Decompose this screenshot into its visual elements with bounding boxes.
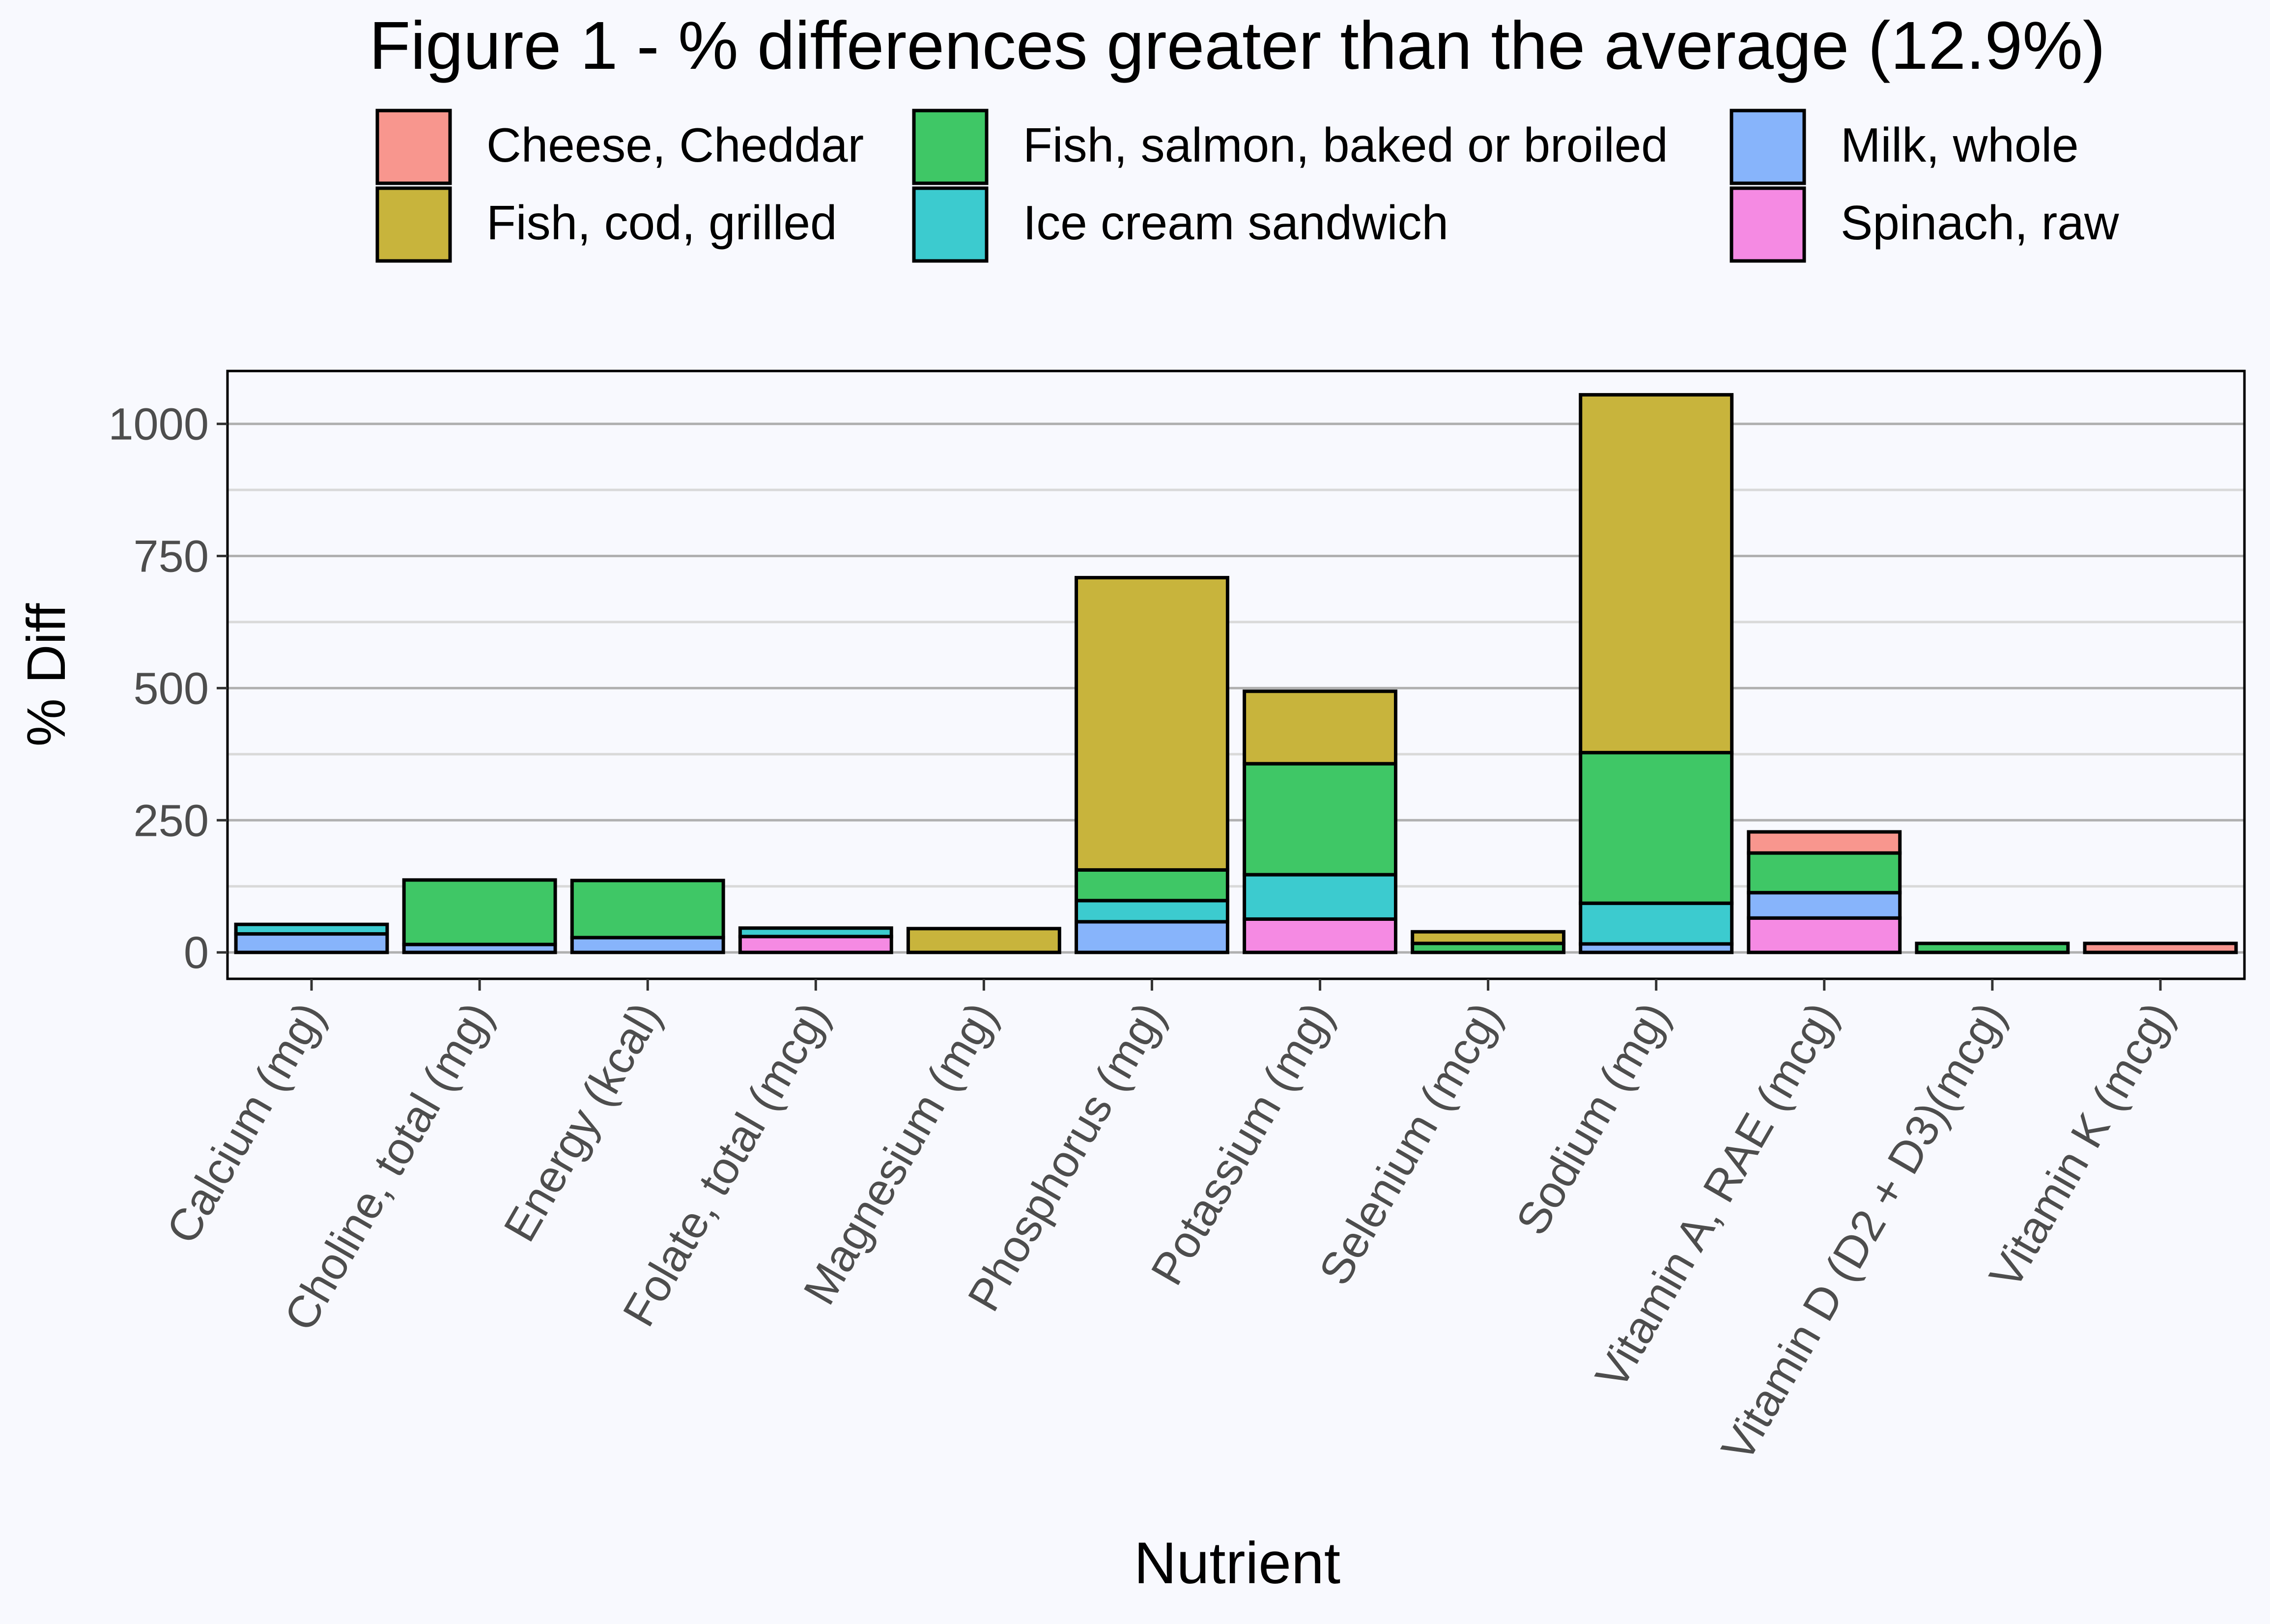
bar-segment-potassium-mg-fish-salmon-baked-or-broiled xyxy=(1243,762,1397,877)
bar-segment-vitamin-d-d2-d3-mcg-fish-salmon-baked-or-broiled xyxy=(1915,941,2070,954)
legend-label: Spinach, raw xyxy=(1841,196,2120,250)
bar-segment-energy-kcal-milk-whole xyxy=(570,936,725,954)
legend-label: Fish, salmon, baked or broiled xyxy=(1023,118,1668,172)
bar-segment-phosphorus-mg-fish-cod-grilled xyxy=(1075,576,1229,872)
bar-segment-sodium-mg-fish-salmon-baked-or-broiled xyxy=(1579,751,1734,905)
bar-stack-folate-total-mcg xyxy=(738,926,893,954)
x-axis: Calcium (mg)Choline, total (mg)Energy (k… xyxy=(157,979,2184,1470)
bar-segment-folate-total-mcg-ice-cream-sandwich xyxy=(738,926,893,939)
y-axis: 0 250 500 750 1000 xyxy=(108,399,227,978)
y-tick-label: 1000 xyxy=(108,399,209,450)
bar-segment-vitamin-a-rae-mcg-fish-salmon-baked-or-broiled xyxy=(1747,851,1902,895)
legend-swatch xyxy=(912,186,989,263)
x-tick-label-energy-kcal: Energy (kcal) xyxy=(494,994,671,1250)
bar-segment-vitamin-a-rae-mcg-cheese-cheddar xyxy=(1747,830,1902,855)
legend-swatch xyxy=(1730,109,1806,185)
y-tick-label: 250 xyxy=(134,796,209,846)
y-axis-label: % Diff xyxy=(16,603,77,746)
x-axis-label: Nutrient xyxy=(1134,1530,1340,1596)
x-tick-label-selenium-mcg: Selenium (mcg) xyxy=(1310,994,1511,1293)
y-tick-label: 0 xyxy=(184,928,209,978)
legend-item-fish-cod-grilled: Fish, cod, grilled xyxy=(375,186,837,263)
bar-segment-choline-total-mg-fish-salmon-baked-or-broiled xyxy=(402,878,557,946)
bar-stack-magnesium-mg xyxy=(906,927,1061,954)
legend-swatch xyxy=(375,186,452,263)
bar-segment-folate-total-mcg-spinach-raw xyxy=(738,935,893,954)
legend-swatch xyxy=(375,109,452,185)
legend-label: Milk, whole xyxy=(1841,118,2079,172)
bar-stack-calcium-mg xyxy=(234,922,389,954)
bar-stack-vitamin-d-d2-d3-mcg xyxy=(1915,941,2070,954)
legend-item-ice-cream-sandwich: Ice cream sandwich xyxy=(912,186,1448,263)
bar-stack-vitamin-a-rae-mcg xyxy=(1747,830,1902,954)
chart-title: Figure 1 - % differences greater than th… xyxy=(369,8,2105,84)
legend-item-spinach-raw: Spinach, raw xyxy=(1730,186,2120,263)
bar-stack-sodium-mg xyxy=(1579,393,1734,954)
legend-label: Fish, cod, grilled xyxy=(486,196,837,250)
bar-stack-selenium-mcg xyxy=(1411,930,1566,954)
bar-segment-calcium-mg-ice-cream-sandwich xyxy=(234,922,389,936)
bar-segment-sodium-mg-ice-cream-sandwich xyxy=(1579,901,1734,946)
legend-label: Cheese, Cheddar xyxy=(486,118,864,172)
bar-segment-magnesium-mg-fish-cod-grilled xyxy=(906,927,1061,954)
bar-segment-phosphorus-mg-ice-cream-sandwich xyxy=(1075,899,1229,924)
bars xyxy=(234,393,2238,954)
bar-stack-phosphorus-mg xyxy=(1075,576,1229,954)
x-tick-label-potassium-mg: Potassium (mg) xyxy=(1141,994,1343,1293)
bar-segment-calcium-mg-milk-whole xyxy=(234,932,389,954)
x-tick-label-calcium-mg: Calcium (mg) xyxy=(157,994,335,1252)
bar-segment-phosphorus-mg-milk-whole xyxy=(1075,920,1229,954)
x-tick-label-vitamin-k-mcg: Vitamin K (mcg) xyxy=(1980,994,2184,1297)
bar-segment-potassium-mg-ice-cream-sandwich xyxy=(1243,873,1397,921)
legend-item-fish-salmon-baked-or-broiled: Fish, salmon, baked or broiled xyxy=(912,109,1668,185)
bar-segment-energy-kcal-fish-salmon-baked-or-broiled xyxy=(570,879,725,940)
legend-label: Ice cream sandwich xyxy=(1023,196,1448,250)
bar-segment-vitamin-a-rae-mcg-milk-whole xyxy=(1747,891,1902,920)
y-tick-label: 750 xyxy=(134,531,209,581)
bar-stack-energy-kcal xyxy=(570,879,725,954)
bar-segment-potassium-mg-spinach-raw xyxy=(1243,917,1397,954)
gridlines xyxy=(227,423,2244,954)
x-tick-label-sodium-mg: Sodium (mg) xyxy=(1506,994,1679,1243)
bar-segment-selenium-mcg-fish-cod-grilled xyxy=(1411,930,1566,945)
plot-background xyxy=(227,371,2244,979)
bar-segment-vitamin-k-mcg-cheese-cheddar xyxy=(2083,941,2238,954)
x-tick-label-vitamin-d-d2-d3-mcg: Vitamin D (D2 + D3)(mcg) xyxy=(1712,994,2015,1470)
bar-stack-potassium-mg xyxy=(1243,689,1397,954)
bar-segment-sodium-mg-fish-cod-grilled xyxy=(1579,393,1734,755)
legend-item-milk-whole: Milk, whole xyxy=(1730,109,2079,185)
y-tick-label: 500 xyxy=(134,663,209,713)
legend-swatch xyxy=(912,109,989,185)
legend: Cheese, Cheddar Fish, cod, grilled Fish, s… xyxy=(375,109,2120,263)
bar-segment-phosphorus-mg-fish-salmon-baked-or-broiled xyxy=(1075,868,1229,903)
plot-border xyxy=(226,370,2246,980)
bar-segment-vitamin-a-rae-mcg-spinach-raw xyxy=(1747,916,1902,954)
legend-swatch xyxy=(1730,186,1806,263)
legend-item-cheese-cheddar: Cheese, Cheddar xyxy=(375,109,864,185)
bar-stack-choline-total-mg xyxy=(402,878,557,954)
bar-stack-vitamin-k-mcg xyxy=(2083,941,2238,954)
bar-segment-potassium-mg-fish-cod-grilled xyxy=(1243,689,1397,766)
